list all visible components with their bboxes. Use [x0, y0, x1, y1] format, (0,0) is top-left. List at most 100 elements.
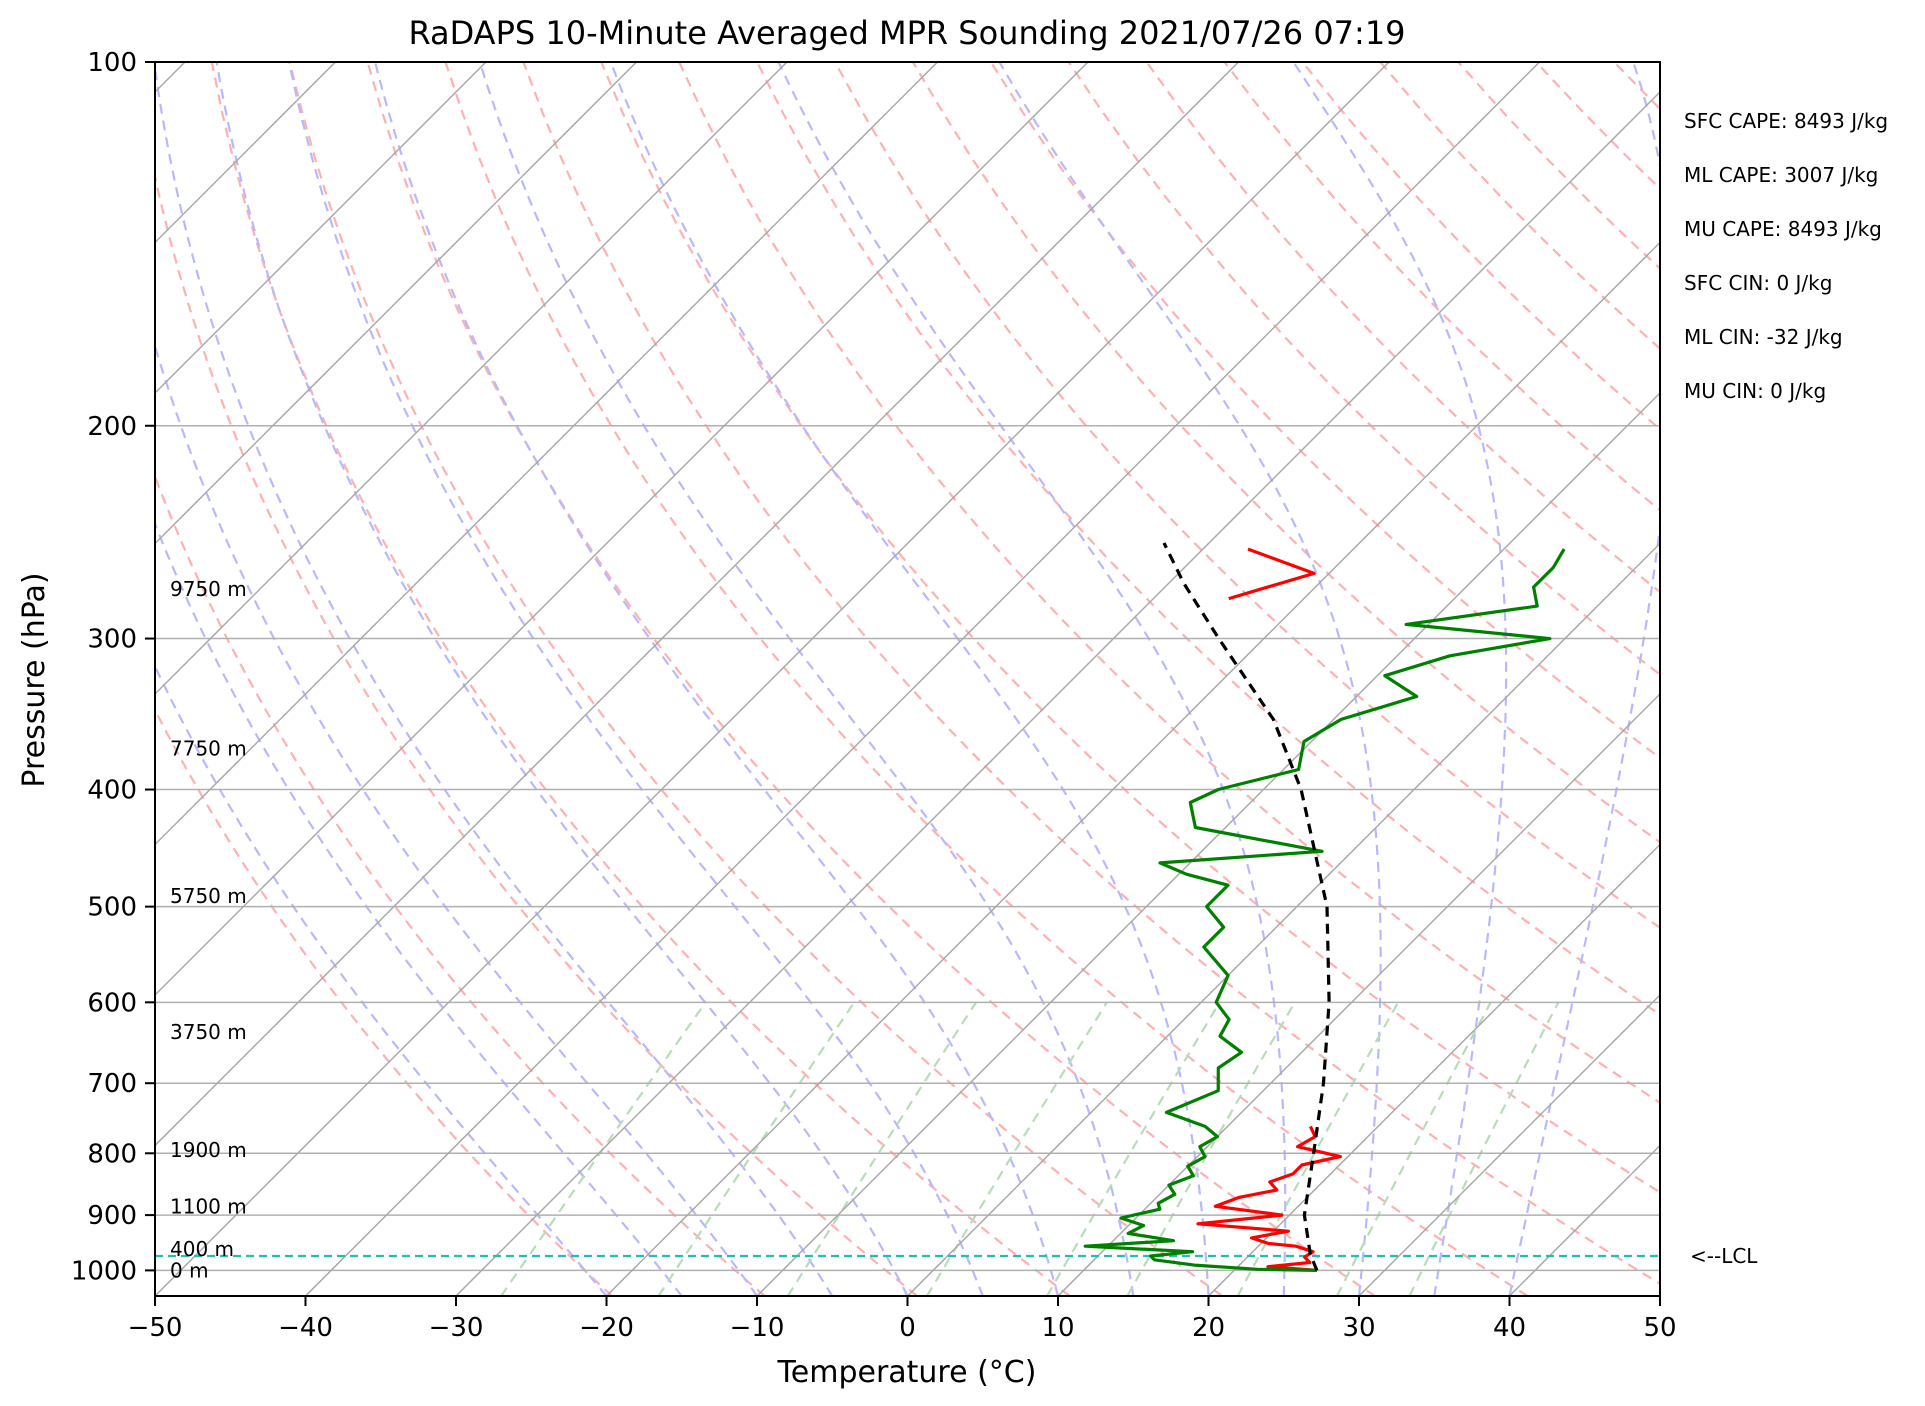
dry-adiabat — [210, 62, 1071, 1296]
dry-adiabat — [756, 62, 1660, 1016]
isotherm-line — [756, 391, 1660, 1296]
height-label: 9750 m — [170, 577, 247, 601]
height-label: 7750 m — [170, 737, 247, 761]
sounding-series — [1083, 542, 1566, 1272]
dry-adiabat — [600, 62, 1660, 1194]
chart-title: RaDAPS 10-Minute Averaged MPR Sounding 2… — [408, 14, 1405, 52]
moist-adiabat — [155, 520, 683, 1296]
x-tick-label: −50 — [128, 1313, 183, 1343]
sounding-series-line — [1083, 548, 1566, 1272]
height-label: 1100 m — [170, 1194, 247, 1218]
y-tick-label: 400 — [87, 776, 137, 806]
height-label: 5750 m — [170, 884, 247, 908]
x-tick-label: 40 — [1493, 1313, 1526, 1343]
isotherm-line — [906, 542, 1660, 1296]
dry-adiabat — [288, 62, 1224, 1296]
dry-adiabat — [1848, 62, 1925, 1296]
dry-adiabat — [989, 62, 1660, 760]
isotherm-line — [155, 62, 1390, 1296]
mixing-ratio-line — [1408, 1001, 1560, 1296]
skewed-isotherms — [155, 62, 1925, 1296]
x-tick-label: −10 — [730, 1313, 785, 1343]
mixing-ratio-line — [1126, 1001, 1296, 1296]
y-axis-ticks: 100 200 300 400 500 600 700 800 900 1000 — [71, 48, 155, 1286]
height-label: 400 m — [170, 1237, 234, 1261]
moist-adiabat — [998, 62, 1382, 1296]
x-axis-ticks: −50 −40 −30 −20 −10 0 10 20 30 40 50 — [128, 1296, 1677, 1343]
moist-adiabat — [155, 62, 834, 1296]
sounding-series-line — [1228, 547, 1316, 601]
sfc-cin: SFC CIN: 0 J/kg — [1684, 271, 1832, 295]
mixing-ratio-line — [1336, 1001, 1492, 1296]
stability-indices: SFC CAPE: 8493 J/kg ML CAPE: 3007 J/kg M… — [1684, 109, 1888, 403]
dry-adiabat — [155, 473, 766, 1296]
moist-adiabat — [374, 62, 1060, 1296]
moist-adiabat — [215, 62, 909, 1296]
mu-cin: MU CIN: 0 J/kg — [1684, 379, 1826, 403]
dry-adiabat — [1535, 62, 1660, 191]
height-label: 3750 m — [170, 1020, 247, 1044]
mixing-ratio-line — [925, 1001, 1108, 1296]
sfc-cape: SFC CAPE: 8493 J/kg — [1684, 109, 1888, 133]
isotherm-line — [1811, 62, 1925, 1296]
isotherm-line — [155, 62, 788, 696]
dry-adiabat — [1067, 62, 1660, 676]
dry-adiabat — [1692, 62, 1925, 1296]
isotherm-line — [1057, 692, 1660, 1296]
isotherm-line — [155, 62, 939, 846]
y-tick-label: 100 — [87, 48, 137, 78]
isotherm-line — [1358, 993, 1660, 1296]
isotherm-line — [605, 241, 1660, 1296]
y-tick-label: 500 — [87, 893, 137, 923]
x-tick-label: −30 — [429, 1313, 484, 1343]
dry-adiabat — [444, 62, 1529, 1296]
mixing-ratio-line — [786, 1001, 978, 1296]
height-label: 0 m — [170, 1258, 209, 1282]
sounding-series-line — [1162, 542, 1331, 1272]
y-tick-label: 200 — [87, 412, 137, 442]
height-label: 1900 m — [170, 1138, 247, 1162]
isotherm-line — [455, 90, 1660, 1296]
x-axis-label: Temperature (°C) — [777, 1355, 1037, 1390]
moist-adiabat — [478, 62, 1135, 1296]
dry-adiabat — [1770, 62, 1925, 1296]
mixing-ratio-line — [500, 1001, 707, 1296]
mixing-ratio-line — [657, 1001, 856, 1296]
isotherm-line — [1659, 1294, 1660, 1296]
dry-adiabat — [1145, 62, 1660, 594]
x-tick-label: 50 — [1643, 1313, 1676, 1343]
isotherm-line — [155, 62, 487, 395]
dry-adiabat — [1457, 62, 1660, 270]
moist-adiabat — [155, 663, 608, 1296]
isotherm-line — [304, 62, 1541, 1296]
moist-adiabat — [777, 62, 1287, 1296]
height-labels: 9750 m 7750 m 5750 m 3750 m 1900 m 1100 m 400 … — [170, 577, 247, 1282]
dry-adiabat — [911, 62, 1660, 844]
isotherm-line — [155, 62, 638, 545]
isotherm-line — [1207, 843, 1660, 1296]
x-tick-label: 30 — [1342, 1313, 1375, 1343]
moist-adiabat — [609, 62, 1210, 1296]
y-tick-label: 800 — [87, 1139, 137, 1169]
dry-adiabat — [1301, 62, 1660, 431]
background-reference-lines — [155, 62, 1925, 1296]
y-tick-label: 300 — [87, 625, 137, 655]
isotherm-line — [155, 62, 1240, 1147]
dry-adiabat — [1223, 62, 1660, 512]
x-tick-label: 20 — [1192, 1313, 1225, 1343]
moist-adiabat — [1292, 62, 1508, 1296]
dry-adiabat — [1379, 62, 1660, 351]
x-tick-label: −20 — [579, 1313, 634, 1343]
dry-adiabat — [155, 707, 613, 1296]
sounding-series-line — [1196, 1125, 1342, 1272]
y-tick-label: 900 — [87, 1201, 137, 1231]
isotherm-line — [1508, 1144, 1660, 1296]
pressure-gridlines — [155, 62, 1660, 1272]
y-tick-label: 1000 — [71, 1256, 137, 1286]
x-tick-label: 0 — [899, 1313, 916, 1343]
mu-cape: MU CAPE: 8493 J/kg — [1684, 217, 1882, 241]
x-tick-label: 10 — [1041, 1313, 1074, 1343]
ml-cape: ML CAPE: 3007 J/kg — [1684, 163, 1878, 187]
lcl-label: <--LCL — [1690, 1244, 1758, 1268]
